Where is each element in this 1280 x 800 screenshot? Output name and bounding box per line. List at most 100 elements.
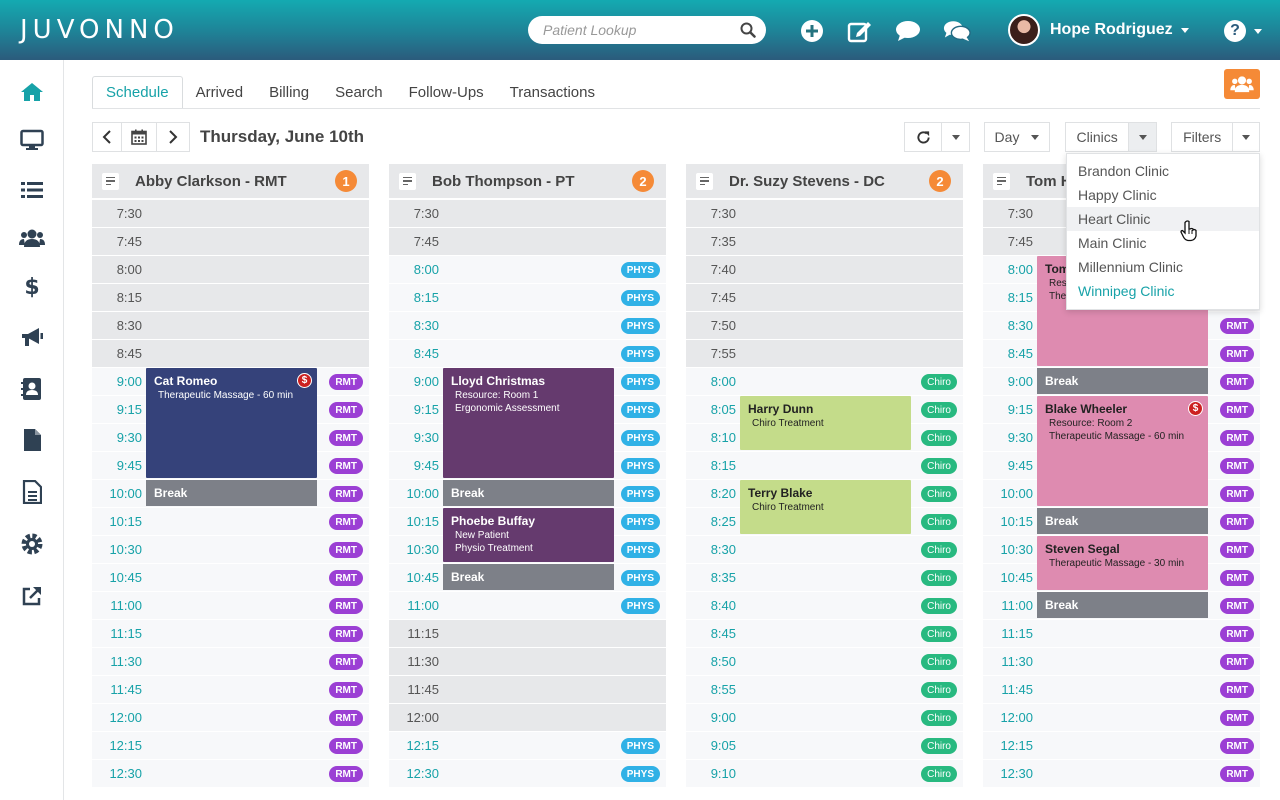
sidebar-item-contacts[interactable]: [0, 369, 64, 409]
break-block[interactable]: Break: [146, 480, 317, 506]
time-slot[interactable]: 12:15 RMT: [983, 732, 1260, 760]
tab-arrived[interactable]: Arrived: [195, 84, 244, 101]
edit-icon[interactable]: [846, 17, 874, 45]
time-slot[interactable]: 8:00: [92, 256, 369, 284]
tab-schedule[interactable]: Schedule: [92, 76, 183, 109]
column-header[interactable]: Bob Thompson - PT 2: [389, 164, 666, 198]
column-header[interactable]: Abby Clarkson - RMT 1: [92, 164, 369, 198]
time-slot[interactable]: 7:45: [389, 228, 666, 256]
time-slot[interactable]: 8:50 Chiro: [686, 648, 963, 676]
time-slot[interactable]: 9:00 Chiro: [686, 704, 963, 732]
sidebar-item-marketing[interactable]: [0, 317, 64, 357]
appointment-block[interactable]: Lloyd Christmas Resource: Room 1 Ergonomic…: [443, 368, 614, 478]
time-slot[interactable]: 8:30: [92, 312, 369, 340]
appointment-block[interactable]: Phoebe Buffay New Patient Physio Treatment: [443, 508, 614, 562]
time-slot[interactable]: 12:00 RMT: [983, 704, 1260, 732]
time-slot[interactable]: 10:30 RMT: [92, 536, 369, 564]
notes-icon[interactable]: [696, 172, 713, 190]
appointment-block[interactable]: Harry Dunn Chiro Treatment: [740, 396, 911, 450]
time-slot[interactable]: 11:00 RMT: [92, 592, 369, 620]
time-slot[interactable]: 8:45 Chiro: [686, 620, 963, 648]
tab-search[interactable]: Search: [335, 84, 383, 101]
time-slot[interactable]: 11:15 RMT: [983, 620, 1260, 648]
time-slot[interactable]: 12:30 RMT: [92, 760, 369, 788]
time-slot[interactable]: 7:30: [686, 200, 963, 228]
time-slot[interactable]: 8:30 PHYS: [389, 312, 666, 340]
time-slot[interactable]: 11:45: [389, 676, 666, 704]
comment-icon[interactable]: [894, 17, 922, 45]
break-block[interactable]: Break: [443, 564, 614, 590]
sidebar-item-home[interactable]: [0, 72, 64, 112]
time-slot[interactable]: 8:00 PHYS: [389, 256, 666, 284]
sidebar-item-settings[interactable]: [0, 524, 64, 564]
prev-day-button[interactable]: [92, 122, 122, 152]
time-slot[interactable]: 8:00 Chiro: [686, 368, 963, 396]
clinic-option[interactable]: Heart Clinic: [1067, 207, 1259, 231]
time-slot[interactable]: 11:45 RMT: [983, 676, 1260, 704]
group-button[interactable]: [1224, 69, 1260, 99]
time-slot[interactable]: 7:30: [389, 200, 666, 228]
clinic-option[interactable]: Main Clinic: [1078, 235, 1147, 251]
time-slot[interactable]: 11:15 RMT: [92, 620, 369, 648]
time-slot[interactable]: 8:35 Chiro: [686, 564, 963, 592]
break-block[interactable]: Break: [1037, 592, 1208, 618]
time-slot[interactable]: 8:45: [92, 340, 369, 368]
clinic-option[interactable]: Brandon Clinic: [1078, 163, 1170, 179]
time-slot[interactable]: 12:30 RMT: [983, 760, 1260, 788]
time-slot[interactable]: 7:50: [686, 312, 963, 340]
time-slot[interactable]: 8:15: [92, 284, 369, 312]
comments-icon[interactable]: [943, 17, 971, 45]
sidebar-item-monitor[interactable]: [0, 120, 64, 160]
time-slot[interactable]: 12:00: [389, 704, 666, 732]
clinics-dropdown-toggle[interactable]: [1129, 123, 1156, 151]
clinic-option[interactable]: Millennium Clinic: [1078, 259, 1184, 275]
time-slot[interactable]: 8:15 Chiro: [686, 452, 963, 480]
view-select[interactable]: Day: [984, 122, 1050, 152]
appointment-block[interactable]: Steven Segal Therapeutic Massage - 30 min: [1037, 536, 1208, 590]
notes-icon[interactable]: [993, 172, 1010, 190]
time-slot[interactable]: 8:40 Chiro: [686, 592, 963, 620]
break-block[interactable]: Break: [443, 480, 614, 506]
refresh-options-toggle[interactable]: [942, 123, 969, 151]
time-slot[interactable]: 8:45 PHYS: [389, 340, 666, 368]
clinic-option[interactable]: Happy Clinic: [1078, 187, 1157, 203]
clinics-button[interactable]: Clinics: [1066, 123, 1130, 151]
clinic-option[interactable]: Winnipeg Clinic: [1078, 283, 1175, 299]
time-slot[interactable]: 7:35: [686, 228, 963, 256]
sidebar-item-documents[interactable]: [0, 472, 64, 512]
break-block[interactable]: Break: [1037, 368, 1208, 394]
appointment-block[interactable]: Blake Wheeler Resource: Room 2 Therapeutic…: [1037, 396, 1208, 506]
appointment-block[interactable]: Cat Romeo Therapeutic Massage - 60 min $: [146, 368, 317, 478]
column-header[interactable]: Dr. Suzy Stevens - DC 2: [686, 164, 963, 198]
time-slot[interactable]: 7:30: [92, 200, 369, 228]
time-slot[interactable]: 11:45 RMT: [92, 676, 369, 704]
notes-icon[interactable]: [399, 172, 416, 190]
notes-icon[interactable]: [102, 172, 119, 190]
patient-search[interactable]: [528, 16, 766, 44]
sidebar-item-files[interactable]: [0, 420, 64, 460]
time-slot[interactable]: 9:05 Chiro: [686, 732, 963, 760]
time-slot[interactable]: 8:55 Chiro: [686, 676, 963, 704]
app-logo[interactable]: JUVONNO: [20, 15, 179, 45]
plus-circle-icon[interactable]: [798, 17, 826, 45]
time-slot[interactable]: 7:40: [686, 256, 963, 284]
sidebar-item-list[interactable]: [0, 170, 64, 210]
sidebar-item-external[interactable]: [0, 576, 64, 616]
time-slot[interactable]: 12:15 RMT: [92, 732, 369, 760]
sidebar-item-billing[interactable]: $: [0, 266, 64, 306]
filters-split-button[interactable]: Filters: [1171, 122, 1260, 152]
time-slot[interactable]: 10:45 RMT: [92, 564, 369, 592]
time-slot[interactable]: 12:30 PHYS: [389, 760, 666, 788]
patient-lookup-input[interactable]: [543, 22, 740, 38]
next-day-button[interactable]: [156, 122, 190, 152]
refresh-split-button[interactable]: [904, 122, 970, 152]
tab-transactions[interactable]: Transactions: [509, 84, 595, 101]
time-slot[interactable]: 7:45: [686, 284, 963, 312]
sidebar-item-users[interactable]: [0, 218, 64, 258]
appointment-block[interactable]: Terry Blake Chiro Treatment: [740, 480, 911, 534]
time-slot[interactable]: 8:30 Chiro: [686, 536, 963, 564]
time-slot[interactable]: 7:55: [686, 340, 963, 368]
filters-dropdown-toggle[interactable]: [1233, 123, 1259, 151]
user-menu[interactable]: Hope Rodriguez: [1008, 14, 1189, 46]
time-slot[interactable]: 12:15 PHYS: [389, 732, 666, 760]
